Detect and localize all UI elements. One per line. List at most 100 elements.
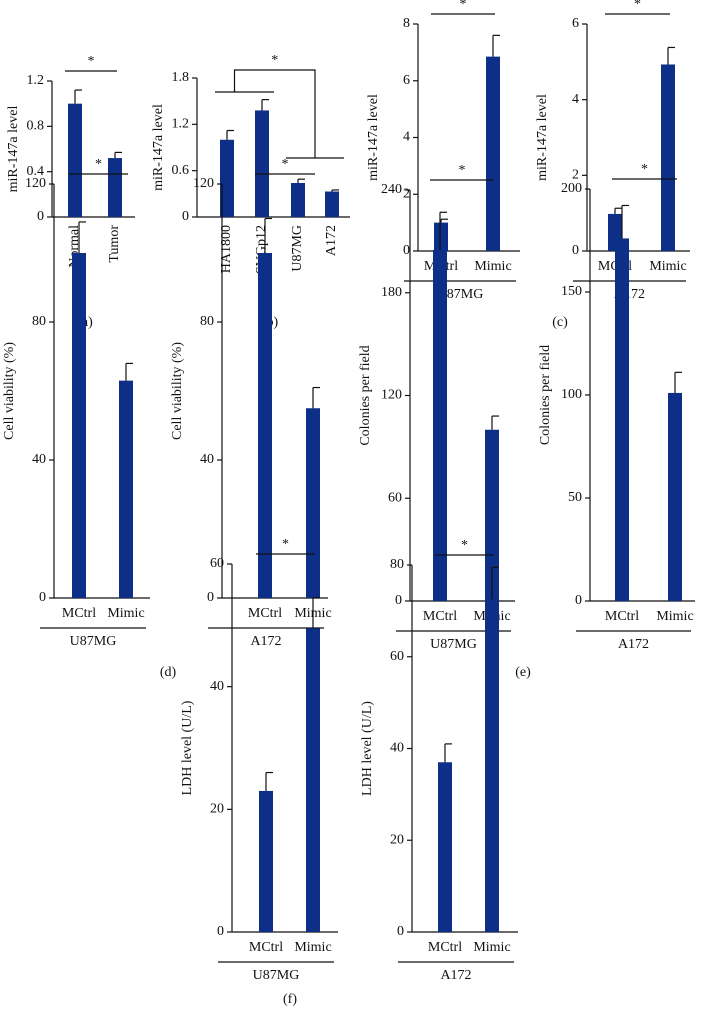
y-tick-label: 200 [561,181,582,196]
x-tick-label: Mimic [294,940,331,955]
y-tick-label: 0 [39,590,46,605]
bar [486,56,500,251]
y-tick-label: 40 [32,452,46,467]
y-tick-label: 120 [193,176,214,191]
y-tick-label: 40 [390,741,404,756]
y-tick-label: 0 [403,243,410,258]
y-tick-label: 2 [572,168,579,183]
y-axis-label: LDH level (U/L) [360,701,375,796]
x-tick-label: Mimic [649,259,686,274]
y-axis-label: miR-147a level [151,104,166,191]
bar [615,238,629,601]
y-tick-label: 80 [390,557,404,572]
y-tick-label: 2 [403,186,410,201]
y-tick-label: 0 [182,209,189,224]
bar [668,392,682,601]
y-tick-label: 20 [390,832,404,847]
bar [291,183,305,217]
bar [220,139,234,217]
y-tick-label: 80 [200,314,214,329]
bar [68,103,82,217]
group-label: A172 [440,968,471,983]
group-label: U87MG [253,968,300,983]
group-label: A172 [618,637,649,652]
y-tick-label: 0 [572,243,579,258]
significance: * [460,0,467,12]
y-tick-label: 20 [210,802,224,817]
significance: * [282,537,289,552]
y-tick-label: 80 [32,314,46,329]
significance: * [461,538,468,553]
significance: * [641,162,648,177]
significance: * [95,157,102,172]
panel-label: (d) [160,665,177,680]
significance: * [88,54,95,69]
y-tick-label: 240 [381,182,402,197]
x-tick-label: MCtrl [428,940,462,955]
significance: * [282,157,289,172]
y-tick-label: 60 [390,649,404,664]
x-tick-label: MCtrl [249,940,283,955]
y-axis-label: Colonies per field [358,345,373,445]
x-tick-label: Mimic [107,606,144,621]
panel-label: (f) [283,992,297,1007]
group-label: U87MG [430,637,477,652]
x-tick-label: MCtrl [423,609,457,624]
y-tick-label: 0.4 [27,164,45,179]
y-tick-label: 6 [403,73,410,88]
group-label: U87MG [70,634,117,649]
y-tick-label: 1.8 [172,70,190,85]
y-tick-label: 4 [403,130,410,145]
bar [306,628,320,932]
x-tick-label: MCtrl [62,606,96,621]
y-axis-label: miR-147a level [6,106,21,193]
x-tick-label: Mimic [474,259,511,274]
group-label: A172 [250,634,281,649]
bar [434,222,448,251]
y-tick-label: 40 [210,679,224,694]
x-tick-label: A172 [324,225,339,256]
y-tick-label: 0 [37,209,44,224]
x-tick-label: MCtrl [248,606,282,621]
y-tick-label: 0 [397,924,404,939]
y-axis-label: miR-147a level [535,94,550,181]
y-tick-label: 0.6 [172,163,190,178]
bar [306,408,320,598]
y-tick-label: 40 [200,452,214,467]
y-tick-label: 100 [561,387,582,402]
significance: * [271,53,278,68]
bar [438,762,452,932]
x-tick-label: Tumor [107,225,122,263]
x-tick-label: MCtrl [605,609,639,624]
group-label: U87MG [437,287,484,302]
y-tick-label: 4 [572,92,579,107]
bar [325,191,339,217]
y-axis-label: LDH level (U/L) [180,700,195,795]
bar [485,599,499,932]
y-tick-label: 180 [381,285,402,300]
bar [259,790,273,932]
bar [485,429,499,601]
bracket [233,69,316,158]
x-tick-label: HA1800 [219,225,234,273]
y-axis-label: miR-147a level [366,94,381,181]
y-axis-label: Cell viability (%) [170,342,185,440]
y-tick-label: 1.2 [27,73,45,88]
y-tick-label: 60 [210,556,224,571]
bar [433,249,447,601]
bar [119,380,133,598]
bar [661,64,675,252]
y-tick-label: 0.8 [27,119,45,134]
y-tick-label: 120 [381,388,402,403]
y-tick-label: 6 [572,16,579,31]
bar [258,253,272,598]
x-tick-label: U87MG [290,225,305,272]
y-tick-label: 150 [561,284,582,299]
y-tick-label: 8 [403,16,410,31]
x-tick-label: Mimic [473,940,510,955]
y-axis-label: Colonies per field [538,345,553,445]
y-tick-label: 50 [568,490,582,505]
y-tick-label: 0 [395,593,402,608]
bar [108,158,122,217]
